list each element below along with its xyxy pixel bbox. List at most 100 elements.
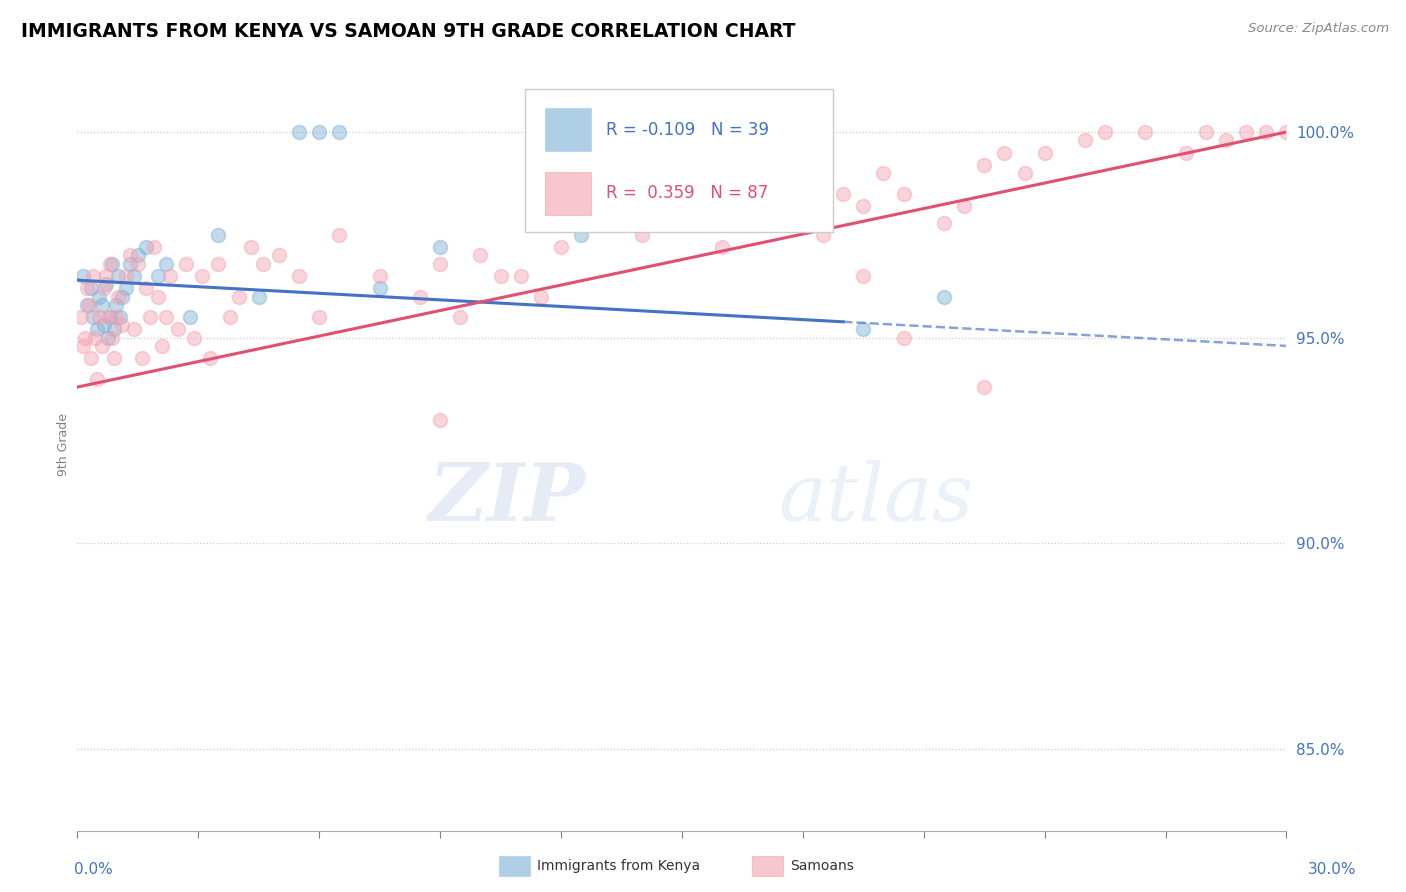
Point [630, 158, 652, 172]
Point [630, 227, 652, 242]
Point [429, 240, 451, 254]
Point [150, 339, 173, 353]
Text: Source: ZipAtlas.com: Source: ZipAtlas.com [1249, 22, 1389, 36]
Point [142, 240, 165, 254]
Point [72, 268, 94, 283]
Point [118, 257, 141, 271]
Point [1275, 125, 1298, 139]
Point [993, 145, 1015, 160]
Text: 0.0%: 0.0% [73, 863, 112, 877]
Point [167, 322, 190, 336]
Point [328, 125, 350, 139]
Point [90, 339, 112, 353]
Point [100, 257, 122, 271]
Point [114, 281, 136, 295]
Point [104, 310, 127, 325]
Point [103, 322, 125, 336]
Point [1174, 145, 1197, 160]
Point [1256, 125, 1278, 139]
Point [98, 257, 121, 271]
Point [111, 289, 134, 303]
Point [671, 215, 693, 229]
Point [308, 310, 330, 325]
FancyBboxPatch shape [546, 108, 592, 151]
Point [207, 257, 229, 271]
Point [852, 322, 875, 336]
Point [79, 298, 101, 312]
Point [98, 310, 121, 325]
Point [86, 322, 108, 336]
Point [711, 240, 734, 254]
Point [118, 248, 141, 262]
Point [155, 257, 177, 271]
Point [94, 268, 117, 283]
Point [80, 281, 103, 295]
Point [111, 318, 134, 333]
Point [1195, 125, 1218, 139]
Point [207, 227, 229, 242]
Point [122, 268, 145, 283]
Point [191, 268, 214, 283]
Point [1215, 133, 1237, 147]
Point [489, 268, 512, 283]
Point [953, 199, 976, 213]
Point [90, 298, 112, 312]
Point [159, 268, 181, 283]
Point [100, 331, 122, 345]
Point [569, 227, 592, 242]
Point [1074, 133, 1097, 147]
Point [72, 339, 94, 353]
Point [308, 125, 330, 139]
Point [108, 310, 131, 325]
Point [690, 125, 713, 139]
FancyBboxPatch shape [524, 89, 832, 232]
Point [1094, 125, 1116, 139]
Point [470, 248, 492, 262]
Point [893, 186, 915, 201]
Text: Samoans: Samoans [790, 859, 853, 873]
Point [76, 298, 98, 312]
Point [82, 268, 104, 283]
Point [690, 207, 713, 221]
Point [368, 281, 391, 295]
Point [94, 277, 117, 292]
Point [1234, 125, 1257, 139]
Point [247, 289, 270, 303]
Text: IMMIGRANTS FROM KENYA VS SAMOAN 9TH GRADE CORRELATION CHART: IMMIGRANTS FROM KENYA VS SAMOAN 9TH GRAD… [21, 22, 796, 41]
Point [973, 158, 995, 172]
Point [103, 351, 125, 366]
Point [93, 281, 115, 295]
Text: ZIP: ZIP [429, 460, 585, 538]
Point [530, 289, 553, 303]
Point [953, 857, 976, 871]
Point [107, 268, 129, 283]
FancyBboxPatch shape [546, 172, 592, 215]
Point [811, 227, 834, 242]
Point [751, 186, 773, 201]
Y-axis label: 9th Grade: 9th Grade [58, 413, 70, 476]
Point [114, 268, 136, 283]
Point [932, 289, 955, 303]
Point [104, 298, 127, 312]
Point [93, 318, 115, 333]
Point [179, 310, 201, 325]
Point [70, 310, 93, 325]
Point [146, 268, 169, 283]
Point [1014, 166, 1036, 180]
Point [122, 322, 145, 336]
Point [219, 310, 242, 325]
Point [80, 351, 103, 366]
Point [86, 372, 108, 386]
Point [932, 215, 955, 229]
Point [852, 199, 875, 213]
Point [973, 380, 995, 394]
Point [832, 186, 855, 201]
Text: R =  0.359   N = 87: R = 0.359 N = 87 [606, 185, 768, 202]
Point [135, 240, 157, 254]
Point [174, 257, 197, 271]
Point [1135, 125, 1157, 139]
Point [288, 125, 311, 139]
Point [239, 240, 262, 254]
Point [267, 248, 290, 262]
Point [131, 351, 153, 366]
